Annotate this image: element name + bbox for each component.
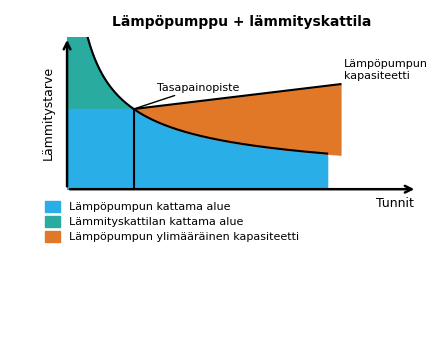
Text: Lämpöpumpun
kapasiteetti: Lämpöpumpun kapasiteetti <box>344 59 428 82</box>
Text: Tasapainopiste: Tasapainopiste <box>136 83 239 108</box>
Title: Lämpöpumppu + lämmityskattila: Lämpöpumppu + lämmityskattila <box>112 15 372 29</box>
Text: Vuoden kylmin päivä: Vuoden kylmin päivä <box>0 363 1 364</box>
Text: Lämmitystarve: Lämmitystarve <box>41 66 54 160</box>
Text: Tunnit: Tunnit <box>376 198 414 210</box>
Legend: Lämpöpumpun kattama alue, Lämmityskattilan kattama alue, Lämpöpumpun ylimääräine: Lämpöpumpun kattama alue, Lämmityskattil… <box>44 201 299 242</box>
